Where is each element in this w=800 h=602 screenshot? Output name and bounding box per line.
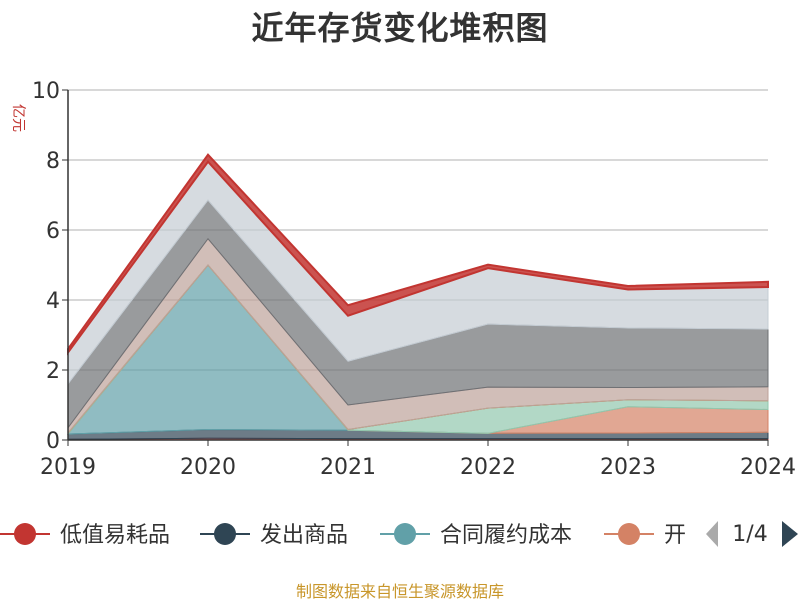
legend-next-page-icon[interactable] [782,521,798,547]
x-tick-label: 2023 [600,455,656,480]
y-tick-label: 6 [46,219,60,244]
legend-marker [14,523,36,545]
chart-title: 近年存货变化堆积图 [251,9,549,47]
legend-label: 合同履约成本 [440,523,572,548]
x-tick-label: 2020 [180,455,236,480]
x-tick-label: 2019 [40,455,96,480]
area-series-9 [67,153,769,356]
legend-marker [214,523,236,545]
legend-pager: 1/4 [706,521,798,547]
legend-label: 发出商品 [260,523,348,548]
y-tick-label: 0 [46,429,60,454]
legend: 低值易耗品 发出商品 合同履约成本 开 [0,523,686,548]
y-tick-label: 2 [46,359,60,384]
x-tick-label: 2021 [320,455,376,480]
y-tick-label: 8 [46,149,60,174]
legend-label: 低值易耗品 [60,523,170,548]
area-series-layer [66,153,769,441]
legend-item-3[interactable]: 开 [604,523,686,548]
y-tick-label: 10 [32,79,60,104]
legend-prev-page-icon[interactable] [706,521,718,547]
x-tick-label: 2024 [740,455,796,480]
x-tick-label: 2022 [460,455,516,480]
legend-page-indicator: 1/4 [732,522,767,547]
axes: 0 2 4 6 8 10 2019 2020 2021 2022 2023 2024 [32,79,796,480]
legend-item-1[interactable]: 发出商品 [200,523,348,548]
legend-item-2[interactable]: 合同履约成本 [380,523,572,548]
legend-marker [394,523,416,545]
y-tick-label: 4 [46,289,60,314]
y-axis-unit: 亿元 [10,104,26,132]
legend-marker [618,523,640,545]
data-source-note: 制图数据来自恒生聚源数据库 [295,582,504,601]
legend-item-0[interactable]: 低值易耗品 [0,523,170,548]
legend-label: 开 [664,523,686,548]
